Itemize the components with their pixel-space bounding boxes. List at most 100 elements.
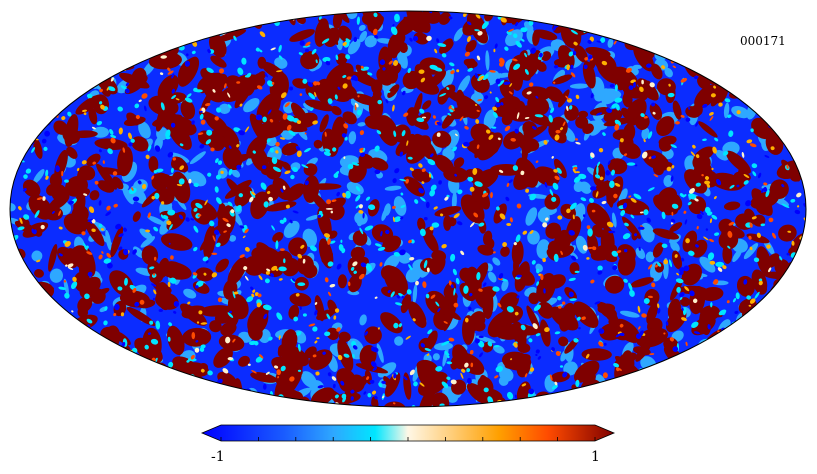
map-spot xyxy=(495,365,504,373)
map-spot xyxy=(109,60,114,66)
map-spot xyxy=(680,355,694,372)
map-spot xyxy=(580,197,587,202)
map-spot xyxy=(713,46,716,50)
map-spot xyxy=(34,395,65,407)
map-spot xyxy=(132,211,141,222)
map-spot xyxy=(114,359,123,366)
map-spot xyxy=(721,66,736,82)
map-spot xyxy=(387,84,400,98)
map-spot xyxy=(263,201,269,208)
map-spot xyxy=(193,246,198,252)
map-spot xyxy=(680,371,686,376)
map-spot xyxy=(275,240,279,250)
map-spot xyxy=(506,306,514,313)
map-spot xyxy=(47,332,70,347)
map-spot xyxy=(734,365,741,372)
map-spot xyxy=(581,13,588,20)
map-spot xyxy=(425,330,438,351)
map-spot xyxy=(195,31,200,36)
map-spot xyxy=(58,369,68,378)
map-spot xyxy=(77,11,106,34)
map-spot xyxy=(693,392,723,407)
map-spot xyxy=(67,79,71,83)
map-spot xyxy=(83,17,94,47)
map-spot xyxy=(794,87,801,92)
map-spot xyxy=(78,335,84,341)
map-spot xyxy=(45,22,51,29)
map-spot xyxy=(713,17,724,34)
map-spot xyxy=(333,173,339,179)
map-spot xyxy=(52,56,65,69)
map-spot xyxy=(117,146,133,177)
map-spot xyxy=(72,365,87,382)
map-spot xyxy=(765,353,780,365)
map-spot xyxy=(728,130,734,137)
map-spot xyxy=(441,53,447,58)
map-spot xyxy=(358,24,366,31)
map-spot xyxy=(515,157,539,188)
map-spot xyxy=(585,405,595,407)
map-spot xyxy=(321,38,330,44)
map-spot xyxy=(53,77,68,93)
map-spot xyxy=(35,52,40,57)
map-spot xyxy=(635,339,653,362)
map-spot xyxy=(432,353,440,361)
map-spot xyxy=(795,267,806,279)
map-spot xyxy=(622,233,631,240)
map-spot xyxy=(74,338,81,345)
map-spot xyxy=(65,50,84,63)
map-spot xyxy=(198,362,209,373)
map-spot xyxy=(500,305,524,324)
map-spot xyxy=(574,11,586,17)
map-spot xyxy=(10,63,16,73)
map-spot xyxy=(111,386,117,392)
map-spot xyxy=(771,11,786,21)
map-spot xyxy=(172,22,176,26)
map-spot xyxy=(382,235,402,253)
map-spot xyxy=(260,182,267,190)
map-spot xyxy=(218,334,245,352)
sky-map-pattern xyxy=(10,11,806,407)
map-spot xyxy=(563,12,567,16)
map-spot xyxy=(359,30,368,43)
map-spot xyxy=(202,256,209,262)
map-spot xyxy=(441,340,450,346)
map-spot xyxy=(534,114,544,118)
map-spot xyxy=(437,43,447,47)
map-spot xyxy=(711,25,734,50)
map-spot xyxy=(65,340,89,365)
map-spot xyxy=(384,185,402,191)
map-spot xyxy=(416,117,425,123)
map-spot xyxy=(62,381,68,390)
map-spot xyxy=(345,54,351,60)
map-spot xyxy=(67,111,72,117)
map-spot xyxy=(569,202,577,210)
map-spot xyxy=(796,58,800,62)
map-spot xyxy=(123,394,127,400)
map-spot xyxy=(31,147,36,153)
map-spot xyxy=(171,156,189,173)
map-spot xyxy=(775,368,806,381)
map-spot xyxy=(383,401,407,407)
map-spot xyxy=(754,370,764,381)
map-spot xyxy=(487,271,497,283)
map-spot xyxy=(48,244,58,272)
map-spot xyxy=(758,401,763,405)
map-spot xyxy=(103,57,112,67)
map-spot xyxy=(54,19,64,28)
map-spot xyxy=(512,33,518,39)
map-spot xyxy=(569,83,589,89)
map-spot xyxy=(152,173,162,188)
map-spot xyxy=(741,11,758,23)
map-spot xyxy=(413,32,429,45)
map-spot xyxy=(177,59,196,84)
map-spot xyxy=(754,291,760,299)
map-spot xyxy=(313,139,323,149)
map-spot xyxy=(168,361,174,368)
map-spot xyxy=(805,329,806,333)
map-spot xyxy=(92,366,108,378)
map-spot xyxy=(75,402,80,407)
map-spot xyxy=(769,69,780,83)
map-spot xyxy=(747,359,751,362)
map-spot xyxy=(153,226,159,232)
